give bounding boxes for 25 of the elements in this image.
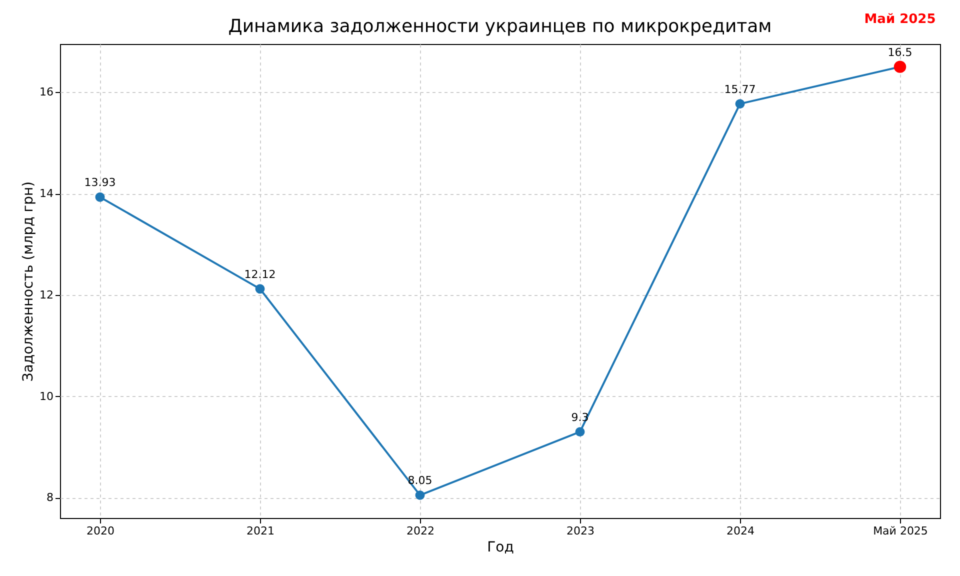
x-tick-label: 2024 (726, 524, 754, 538)
data-label: 13.93 (84, 176, 116, 190)
x-tick-label: 2022 (406, 524, 434, 538)
y-tick-label: 10 (40, 390, 54, 403)
data-label: 12.12 (244, 268, 276, 281)
text: Май 2025 (864, 12, 936, 27)
y-tick-label: 8 (46, 491, 54, 504)
x-tick-label: Май 2025 (873, 524, 928, 538)
x-tick-label: 2023 (566, 524, 594, 538)
y-tick-label: 12 (40, 288, 54, 302)
point (735, 99, 745, 109)
x-axis-title: Год (487, 540, 514, 556)
point (415, 490, 425, 500)
y-axis-title: Задолженность (млрд грн) (20, 181, 37, 382)
chart-title: Динамика задолженности украинцев по микрокредитам (228, 16, 772, 37)
data-label: 15.77 (724, 82, 756, 96)
point (95, 192, 105, 202)
point (255, 284, 265, 294)
x-tick-label: 2020 (86, 524, 114, 538)
y-tick-label: 14 (40, 187, 54, 200)
data-label: 16.5 (888, 46, 912, 59)
point (575, 427, 585, 437)
data-label: 8.05 (408, 474, 432, 488)
y-tick-label: 16 (40, 86, 54, 99)
x-tick-label: 2021 (246, 524, 274, 538)
